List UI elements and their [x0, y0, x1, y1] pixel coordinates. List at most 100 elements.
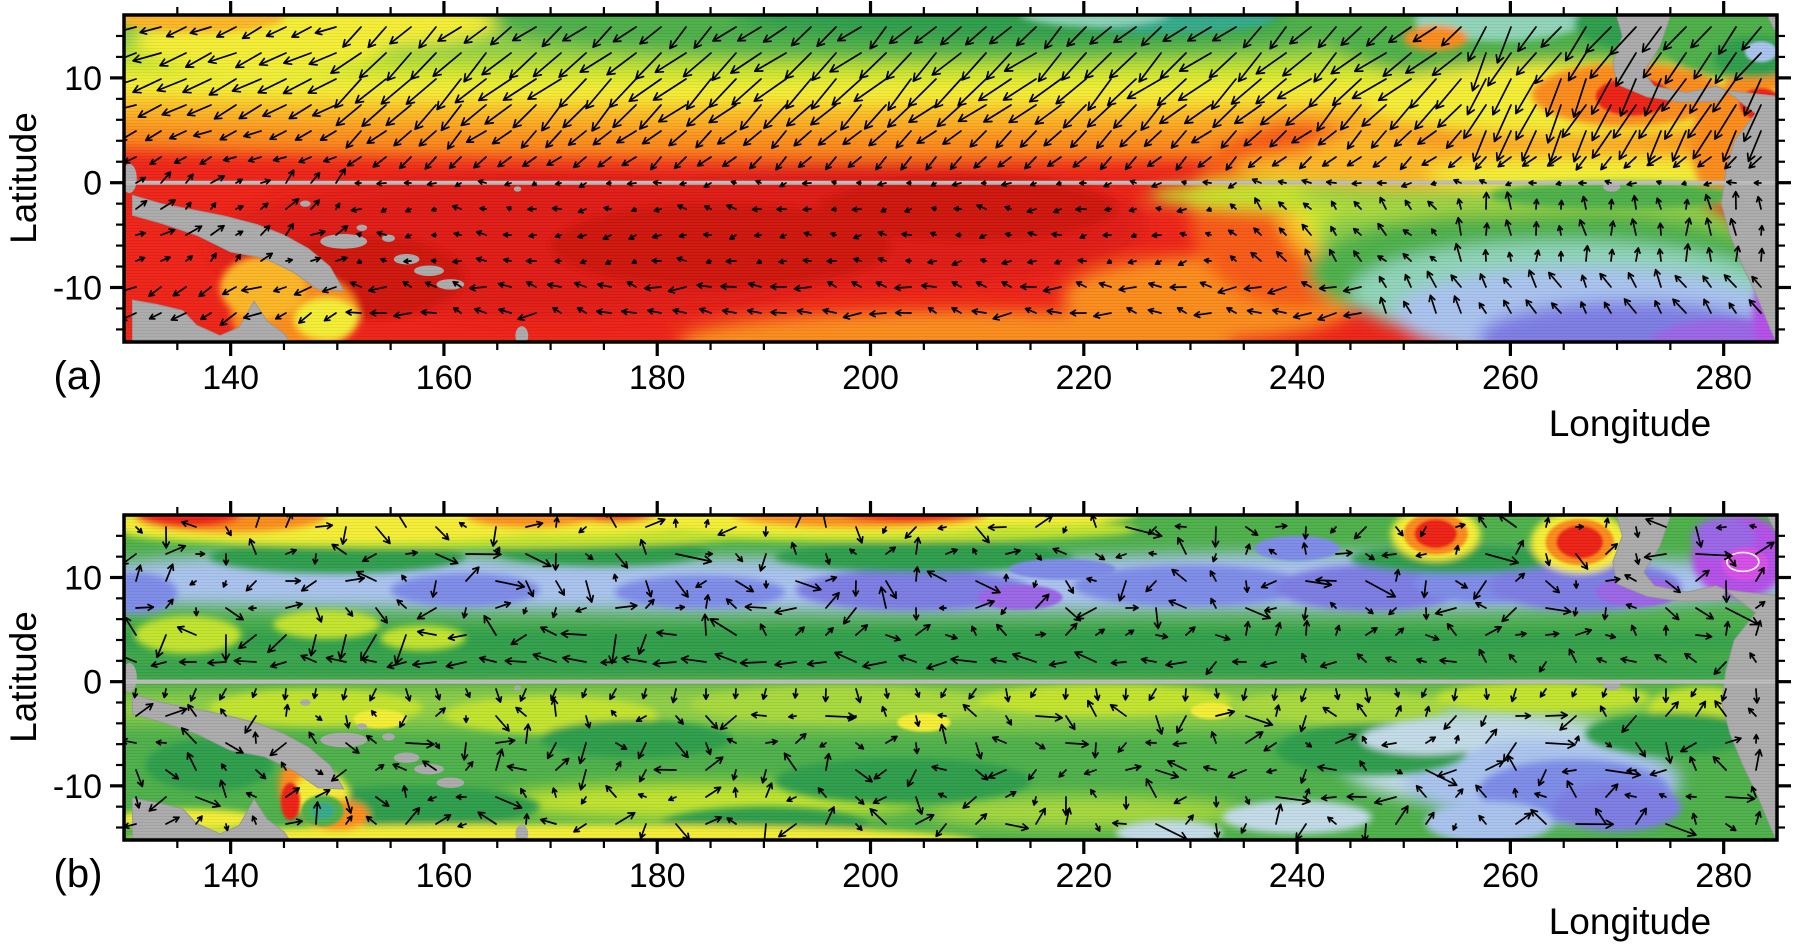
wind-arrow — [345, 742, 360, 754]
wind-arrow — [1482, 191, 1490, 210]
wind-arrow — [1356, 703, 1367, 717]
wind-arrow — [405, 78, 437, 105]
axis-labels: Latitude Longitude (a) Latitude Longitud… — [3, 112, 1711, 942]
wind-arrow — [1755, 541, 1775, 555]
wind-arrow — [422, 760, 437, 771]
wind-arrow — [1467, 26, 1487, 62]
wind-arrow — [940, 688, 947, 699]
wind-arrow — [705, 742, 712, 756]
wind-arrow — [1382, 52, 1412, 78]
wind-arrow — [418, 26, 437, 49]
wind-arrow — [1353, 250, 1362, 262]
wind-arrow — [1187, 26, 1212, 42]
y-axis-title-b: Latitude — [3, 611, 44, 743]
wind-arrow — [717, 526, 737, 537]
wind-arrow — [779, 181, 787, 188]
wind-arrow — [1454, 544, 1460, 555]
wind-arrow — [354, 180, 362, 186]
wind-arrow — [1275, 523, 1288, 530]
wind-arrow — [793, 284, 812, 292]
wind-arrow — [1106, 78, 1137, 107]
wind-arrow — [1583, 244, 1591, 262]
wind-arrow — [1725, 823, 1737, 832]
x-tick-label: 180 — [629, 857, 686, 895]
wind-arrow — [754, 232, 762, 239]
wind-arrow — [539, 817, 557, 825]
wind-arrow — [1608, 198, 1615, 210]
wind-arrow — [1575, 819, 1615, 829]
wind-arrow — [1713, 661, 1727, 675]
wind-arrow — [1302, 526, 1309, 540]
wind-arrow — [1485, 760, 1505, 771]
wind-arrow — [1178, 52, 1212, 72]
wind-arrow — [885, 634, 901, 642]
wind-arrow — [1683, 243, 1692, 262]
wind-arrow — [495, 737, 516, 745]
wind-arrow — [1043, 26, 1062, 50]
wind-arrow — [1202, 179, 1212, 186]
wind-arrow — [951, 281, 962, 288]
wind-arrow — [877, 180, 887, 187]
wind-arrow — [1145, 580, 1157, 593]
wind-arrow — [1718, 26, 1737, 55]
wind-arrow — [758, 553, 767, 572]
wind-arrow — [1093, 311, 1112, 319]
wind-arrow — [1703, 181, 1712, 187]
wind-arrow — [260, 252, 274, 262]
wind-arrow — [1533, 198, 1540, 210]
wind-arrow — [528, 232, 537, 239]
wind-arrow — [817, 787, 827, 798]
wind-arrow — [1255, 52, 1287, 75]
wind-arrow — [185, 255, 194, 262]
wind-arrow — [124, 653, 137, 663]
wind-arrow — [824, 553, 831, 565]
wind-arrow — [1547, 271, 1562, 288]
wind-arrow — [405, 549, 419, 557]
wind-arrow — [1534, 52, 1562, 85]
wind-arrow — [1241, 688, 1248, 702]
wind-arrow — [842, 607, 857, 625]
wind-arrow — [1425, 634, 1440, 642]
wind-arrow — [682, 52, 712, 78]
wind-arrow — [1227, 229, 1237, 236]
wind-arrow — [405, 739, 435, 749]
wind-arrow — [1452, 823, 1458, 831]
wind-arrow — [771, 130, 787, 150]
wind-arrow — [1346, 156, 1362, 167]
wind-arrow — [934, 78, 962, 109]
wind-arrow — [913, 536, 922, 555]
wind-arrow — [990, 656, 1007, 664]
wind-arrow — [1578, 180, 1587, 186]
wind-arrow — [1129, 179, 1137, 185]
wind-arrow — [1575, 523, 1585, 530]
wind-arrow — [458, 521, 467, 528]
wind-arrow — [1176, 207, 1187, 214]
wind-arrow — [853, 78, 887, 103]
wind-arrow — [987, 523, 1007, 532]
wind-arrow — [1229, 203, 1237, 210]
wind-arrow — [1302, 202, 1312, 210]
wind-arrow — [274, 312, 287, 320]
wind-arrow — [1504, 191, 1513, 210]
wind-arrow — [370, 710, 377, 717]
wind-arrow — [973, 156, 987, 169]
wind-arrow — [551, 306, 562, 314]
wind-arrow — [555, 580, 566, 596]
wind-arrow — [307, 78, 337, 95]
wind-arrow — [1069, 130, 1087, 149]
wind-arrow — [1227, 769, 1247, 779]
wind-arrow — [526, 281, 537, 288]
wind-arrow — [1608, 248, 1616, 262]
wind-arrow — [573, 281, 587, 288]
wind-arrow — [1671, 130, 1687, 162]
wind-arrow — [189, 580, 197, 586]
wind-arrow — [1605, 633, 1617, 640]
wind-arrow — [714, 652, 737, 663]
wind-arrow — [705, 786, 722, 798]
wind-arrow — [1545, 580, 1561, 594]
wind-arrow — [1147, 307, 1162, 315]
wind-arrow — [704, 205, 712, 211]
wind-arrow — [1174, 523, 1187, 530]
wind-arrow — [1078, 180, 1087, 186]
wind-arrow — [746, 307, 762, 315]
